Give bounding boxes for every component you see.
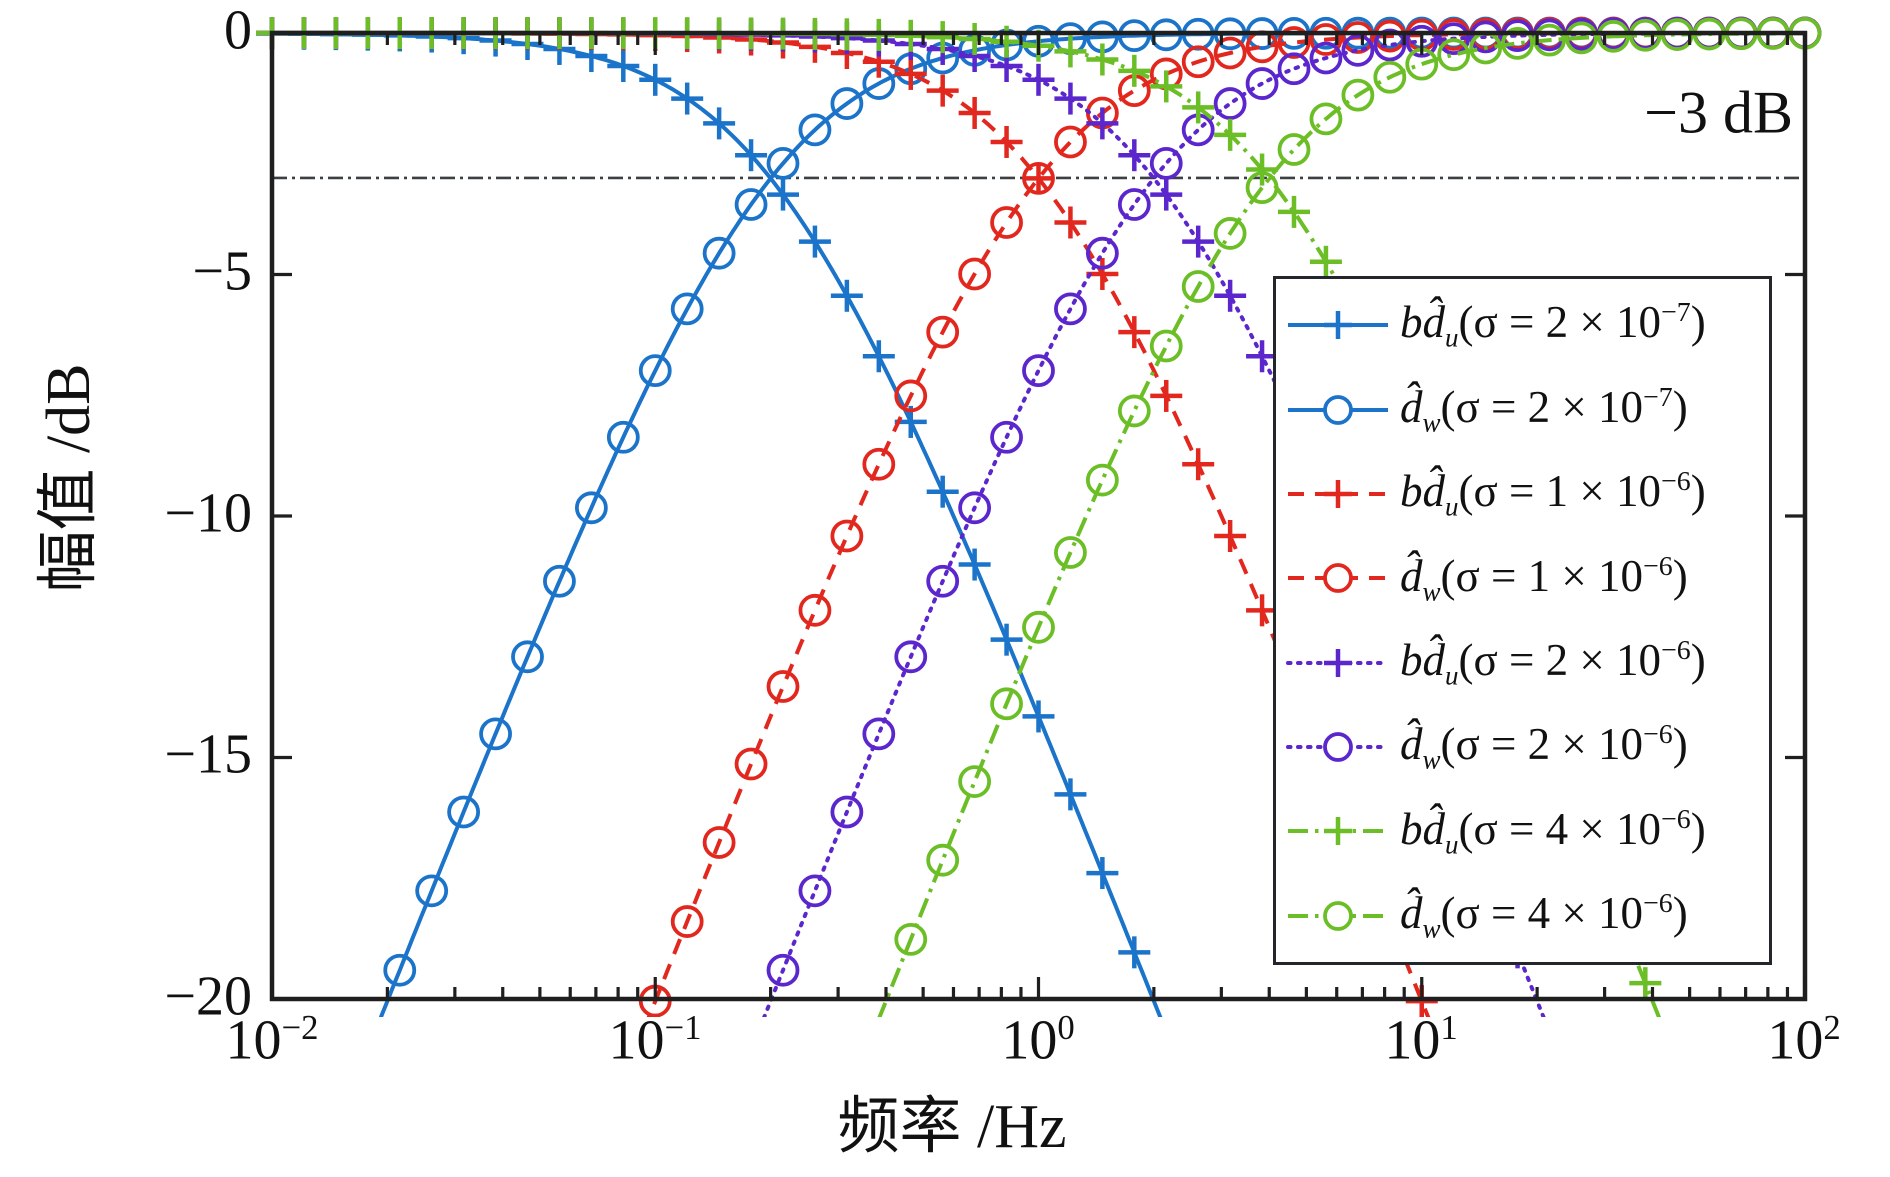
x-tick-label: 10−1 bbox=[609, 1008, 702, 1073]
legend-var: bd̂ bbox=[1400, 297, 1445, 348]
y-axis-title-unit: /dB bbox=[35, 363, 103, 469]
legend-label: d̂w(σ = 2 × 10−7) bbox=[1400, 381, 1688, 438]
x-tick-base: 10 bbox=[1384, 1009, 1441, 1072]
legend-item: d̂w(σ = 4 × 10−6) bbox=[1286, 876, 1763, 956]
legend-exponent: −7 bbox=[1661, 297, 1691, 329]
x-tick-base: 10 bbox=[1767, 1009, 1824, 1072]
legend-sigma: (σ = 2 × 10 bbox=[1440, 719, 1644, 770]
legend-sigma: (σ = 2 × 10 bbox=[1440, 381, 1644, 432]
x-tick-base: 10 bbox=[225, 1009, 282, 1072]
legend-close-paren: ) bbox=[1672, 719, 1688, 770]
legend-close-paren: ) bbox=[1690, 803, 1706, 854]
legend-item: d̂w(σ = 2 × 10−6) bbox=[1286, 707, 1763, 787]
x-tick-exp: −1 bbox=[664, 1008, 702, 1047]
legend-sample-line bbox=[1288, 563, 1388, 594]
y-axis-title: 幅值 /dB bbox=[17, 363, 107, 592]
x-tick-exp: 2 bbox=[1823, 1008, 1841, 1047]
x-tick-label: 101 bbox=[1384, 1008, 1457, 1073]
legend-var: d̂ bbox=[1400, 888, 1423, 939]
x-tick-exp: 0 bbox=[1057, 1008, 1075, 1047]
legend-close-paren: ) bbox=[1690, 297, 1706, 348]
x-axis-title-cjk: 频率 bbox=[837, 1093, 962, 1161]
legend-sample-line bbox=[1288, 394, 1388, 425]
legend-sample-line bbox=[1286, 732, 1390, 762]
legend-close-paren: ) bbox=[1672, 550, 1688, 601]
legend-item: bd̂u(σ = 4 × 10−6) bbox=[1286, 791, 1763, 871]
legend-var: bd̂ bbox=[1400, 634, 1445, 685]
x-axis-title: 频率 /Hz bbox=[837, 1075, 1066, 1165]
legend-item: bd̂u(σ = 2 × 10−6) bbox=[1286, 623, 1763, 703]
legend-exponent: −6 bbox=[1643, 550, 1673, 582]
legend-sigma: (σ = 4 × 10 bbox=[1440, 888, 1644, 939]
minus-3db-annotation: −3 dB bbox=[1644, 79, 1793, 146]
legend-subscript: u bbox=[1445, 829, 1459, 860]
legend-sigma: (σ = 1 × 10 bbox=[1458, 466, 1662, 517]
legend-subscript: u bbox=[1445, 322, 1459, 353]
legend-label: d̂w(σ = 2 × 10−6) bbox=[1400, 718, 1688, 775]
legend-close-paren: ) bbox=[1672, 381, 1688, 432]
legend-subscript: w bbox=[1422, 576, 1441, 607]
legend-sample-line bbox=[1288, 311, 1388, 340]
legend-close-paren: ) bbox=[1690, 466, 1706, 517]
x-tick-base: 10 bbox=[1001, 1009, 1058, 1072]
y-tick-label: −20 bbox=[164, 965, 252, 1028]
y-tick-label: −5 bbox=[192, 240, 252, 303]
legend-label: bd̂u(σ = 2 × 10−6) bbox=[1400, 634, 1706, 691]
x-tick-label: 10−2 bbox=[226, 1008, 319, 1073]
legend-var: d̂ bbox=[1400, 719, 1423, 770]
x-tick-exp: 1 bbox=[1440, 1008, 1458, 1047]
legend-sigma: (σ = 2 × 10 bbox=[1458, 297, 1662, 348]
y-tick-label: −10 bbox=[164, 482, 252, 545]
legend-var: bd̂ bbox=[1400, 803, 1445, 854]
y-tick-label: 0 bbox=[224, 0, 252, 62]
legend-sigma: (σ = 4 × 10 bbox=[1458, 803, 1662, 854]
legend-subscript: w bbox=[1422, 407, 1441, 438]
legend-var: d̂ bbox=[1400, 381, 1423, 432]
legend-exponent: −6 bbox=[1661, 466, 1691, 498]
legend-exponent: −6 bbox=[1643, 888, 1673, 920]
legend-subscript: w bbox=[1422, 744, 1441, 775]
legend-close-paren: ) bbox=[1672, 888, 1688, 939]
x-tick-label: 102 bbox=[1767, 1008, 1840, 1073]
legend-close-paren: ) bbox=[1690, 634, 1706, 685]
legend-sample-line bbox=[1288, 817, 1388, 846]
x-axis-title-unit: /Hz bbox=[961, 1093, 1067, 1161]
legend-sigma: (σ = 1 × 10 bbox=[1440, 550, 1644, 601]
legend-item: bd̂u(σ = 2 × 10−7) bbox=[1286, 285, 1763, 365]
legend-var: d̂ bbox=[1400, 550, 1423, 601]
legend-item: d̂w(σ = 2 × 10−7) bbox=[1286, 370, 1763, 450]
legend-item: bd̂u(σ = 1 × 10−6) bbox=[1286, 454, 1763, 534]
legend-label: bd̂u(σ = 1 × 10−6) bbox=[1400, 465, 1706, 522]
legend-sample-line bbox=[1288, 479, 1388, 508]
legend-label: d̂w(σ = 1 × 10−6) bbox=[1400, 550, 1688, 607]
legend-label: bd̂u(σ = 2 × 10−7) bbox=[1400, 296, 1706, 353]
legend-sample-line bbox=[1286, 648, 1390, 677]
legend-sample-line bbox=[1288, 900, 1388, 931]
legend-box: bd̂u(σ = 2 × 10−7) d̂w(σ = 2 × 10−7) bd̂… bbox=[1273, 276, 1772, 965]
legend-subscript: u bbox=[1445, 660, 1459, 691]
legend-subscript: u bbox=[1445, 491, 1459, 522]
legend-exponent: −6 bbox=[1643, 719, 1673, 751]
legend-label: d̂w(σ = 4 × 10−6) bbox=[1400, 887, 1688, 944]
legend-exponent: −6 bbox=[1661, 803, 1691, 835]
legend-subscript: w bbox=[1422, 913, 1441, 944]
legend-var: bd̂ bbox=[1400, 466, 1445, 517]
y-tick-label: −15 bbox=[164, 723, 252, 786]
x-tick-base: 10 bbox=[608, 1009, 665, 1072]
y-axis-title-cjk: 幅值 bbox=[35, 468, 103, 593]
legend-sigma: (σ = 2 × 10 bbox=[1458, 634, 1662, 685]
x-tick-exp: −2 bbox=[281, 1008, 319, 1047]
legend-label: bd̂u(σ = 4 × 10−6) bbox=[1400, 803, 1706, 860]
legend-exponent: −6 bbox=[1661, 634, 1691, 666]
legend-item: d̂w(σ = 1 × 10−6) bbox=[1286, 538, 1763, 618]
x-tick-label: 100 bbox=[1001, 1008, 1074, 1073]
legend-exponent: −7 bbox=[1643, 381, 1673, 413]
